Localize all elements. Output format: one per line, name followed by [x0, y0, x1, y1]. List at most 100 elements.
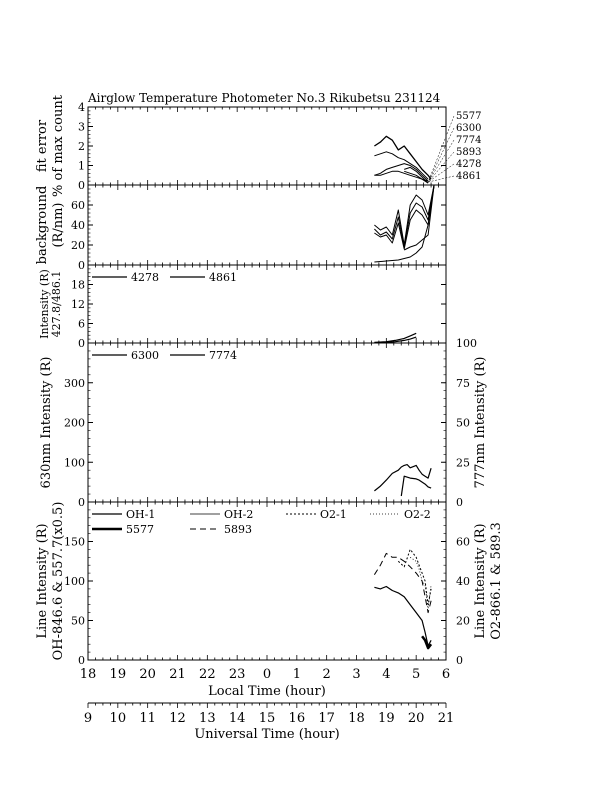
local-time-tick-label: 23 [229, 667, 246, 682]
ut-tick-label: 19 [378, 711, 395, 726]
panel-fit-ytick-label: 4 [78, 101, 85, 114]
panel-blue-ylabel-2: 427.8/486.1 [50, 271, 63, 338]
local-time-tick-label: 20 [139, 667, 156, 682]
panel-fit-side-label: 7774 [456, 135, 481, 146]
ut-tick-label: 20 [408, 711, 425, 726]
panel-blue-ytick-label: 18 [71, 279, 85, 292]
panel-blue-legend-label: 4861 [209, 271, 237, 284]
panel-oi-ytick-right-label: 25 [456, 456, 470, 469]
panel-fit-ytick-label: 3 [78, 121, 85, 134]
panel-fit-ylabel-2: % of max count [51, 94, 66, 197]
series-blue-4861 [374, 336, 417, 344]
panel-line-ylabel: Line Intensity (R) [35, 523, 50, 638]
local-time-tick-label: 4 [382, 667, 390, 682]
panel-blue-ytick-label: 12 [71, 298, 85, 311]
ut-tick-label: 12 [169, 711, 186, 726]
panel-fit-side-leader [427, 115, 455, 183]
panel-line-legend-label: OH-1 [126, 508, 155, 521]
local-time-tick-label: 6 [442, 667, 450, 682]
panel-line-ytick-label: 150 [64, 536, 85, 549]
panel-fit-ytick-label: 2 [78, 140, 85, 153]
ut-tick-label: 17 [318, 711, 335, 726]
ut-tick-label: 15 [259, 711, 276, 726]
local-time-tick-label: 21 [169, 667, 186, 682]
series-line-5893 [373, 552, 432, 614]
panel-background-ytick-label: 20 [71, 239, 85, 252]
panel-blue-legend-label: 4278 [131, 271, 159, 284]
local-time-tick-label: 0 [263, 667, 271, 682]
panel-line-ytick-right-label: 60 [456, 536, 470, 549]
series-fit-5577 [374, 135, 432, 180]
panel-oi-frame [87, 342, 447, 503]
ut-tick-label: 14 [229, 711, 246, 726]
panel-background-ylabel: background [35, 186, 50, 265]
series-line-O2-1 [397, 548, 432, 606]
panel-fit-side-label: 4278 [456, 159, 481, 170]
series-line-OH-1 [374, 585, 432, 647]
panel-blue-ytick-label: 0 [78, 337, 85, 350]
panel-fit-side-label: 5893 [456, 147, 481, 158]
panel-line-legend-label: 5577 [126, 523, 154, 536]
ut-tick-label: 18 [348, 711, 365, 726]
local-time-tick-label: 22 [199, 667, 216, 682]
panel-fit-ytick-label: 1 [78, 160, 85, 173]
panel-oi-ylabel-right: 777nm Intensity (R) [473, 357, 488, 489]
series-blue-4278 [374, 332, 417, 343]
series-background-e [374, 184, 435, 263]
series-fit-5893 [374, 170, 429, 182]
panel-background-frame [87, 184, 447, 266]
panel-oi-ylabel: 630nm Intensity (R) [39, 357, 54, 489]
panel-line-ytick-right-label: 20 [456, 615, 470, 628]
panel-blue-ylabel: Intensity (R) [38, 269, 51, 339]
panel-oi-ytick-label: 0 [78, 496, 85, 509]
panel-oi-legend-label: 7774 [209, 349, 237, 362]
local-time-tick-label: 1 [293, 667, 301, 682]
panel-background-ytick-label: 40 [71, 219, 85, 232]
panel-line-ylabel-2: OH-846.6 & 557.7(x0.5) [51, 502, 66, 661]
panel-blue-ytick-label: 6 [78, 318, 85, 331]
panel-background-ylabel-2: (R/nm) [51, 202, 66, 247]
panel-line-ytick-right-label: 0 [456, 654, 463, 667]
panel-fit-side-label: 5577 [456, 111, 481, 122]
panel-background-ytick-label: 60 [71, 199, 85, 212]
ut-tick-label: 16 [289, 711, 306, 726]
panel-line-legend-label: O2-2 [404, 508, 431, 521]
panel-line-legend-label: O2-1 [320, 508, 347, 521]
panel-fit-side-leader [427, 151, 455, 183]
panel-oi-ytick-label: 200 [64, 417, 85, 430]
series-background-c [374, 184, 435, 250]
panel-fit-side-label: 4861 [456, 171, 481, 182]
panel-oi-ytick-right-label: 75 [456, 377, 470, 390]
panel-fit-side-leader [427, 127, 455, 183]
panel-line-ylabel-right-2: O2-866.1 & 589.3 [489, 522, 504, 640]
series-oi-6300 [374, 464, 432, 492]
ut-tick-label: 21 [438, 711, 455, 726]
chart-title: Airglow Temperature Photometer No.3 Riku… [87, 91, 441, 105]
local-time-tick-label: 5 [412, 667, 420, 682]
panel-line-ytick-label: 50 [71, 615, 85, 628]
panel-line-legend-label: OH-2 [224, 508, 253, 521]
panel-line-ylabel-right: Line Intensity (R) [473, 523, 488, 638]
series-line-O2-2 [409, 556, 432, 609]
ut-tick-label: 10 [110, 711, 127, 726]
panel-fit-side-leader [427, 163, 455, 183]
panel-fit-side-label: 6300 [456, 123, 481, 134]
panel-oi-ytick-right-label: 0 [456, 496, 463, 509]
panel-line-ytick-label: 0 [78, 654, 85, 667]
ut-tick-label: 13 [199, 711, 216, 726]
series-background-d [403, 184, 435, 251]
panel-fit-side-leader [427, 139, 455, 183]
panel-line-ytick-right-label: 40 [456, 575, 470, 588]
panel-background-ytick-label: 0 [78, 259, 85, 272]
local-time-tick-label: 19 [110, 667, 127, 682]
series-fit-4278 [404, 166, 429, 184]
ut-axis-label: Universal Time (hour) [194, 727, 339, 742]
panel-fit-frame [87, 106, 447, 186]
ut-tick-label: 9 [84, 711, 92, 726]
panel-fit-side-leader [428, 175, 455, 183]
series-oi-7774 [400, 475, 432, 497]
series-line-5577 [421, 635, 433, 650]
series-fit-6300 [374, 151, 429, 180]
